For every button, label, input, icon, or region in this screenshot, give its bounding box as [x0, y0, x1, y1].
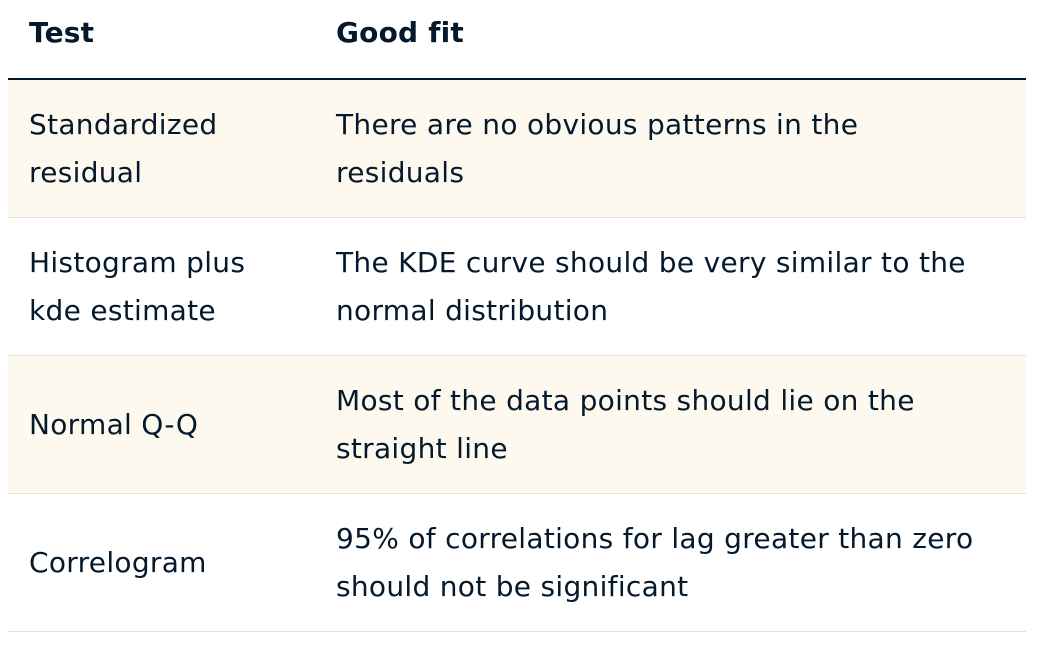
- good-fit-cell: Most of the data points should lie on th…: [336, 356, 1020, 493]
- test-line: Standardized: [29, 107, 218, 141]
- table-row: Histogram plus kde estimate The KDE curv…: [8, 218, 1026, 356]
- test-cell: Normal Q-Q: [29, 356, 319, 493]
- test-line: Correlogram: [29, 545, 207, 579]
- table-row: Standardized residual There are no obvio…: [8, 80, 1026, 218]
- test-cell: Correlogram: [29, 494, 319, 631]
- test-cell: Standardized residual: [29, 80, 319, 217]
- test-cell: Histogram plus kde estimate: [29, 218, 319, 355]
- good-fit-cell: There are no obvious patterns in the res…: [336, 80, 1020, 217]
- table-header: Test Good fit: [8, 0, 1026, 80]
- good-fit-cell: The KDE curve should be very similar to …: [336, 218, 1020, 355]
- good-fit-line: residuals: [336, 155, 465, 189]
- good-fit-line: Most of the data points should lie on th…: [336, 383, 915, 417]
- residual-tests-table: Test Good fit Standardized residual Ther…: [8, 0, 1026, 632]
- test-line: residual: [29, 155, 143, 189]
- table-row: Normal Q-Q Most of the data points shoul…: [8, 356, 1026, 494]
- test-line: Normal Q-Q: [29, 407, 199, 441]
- good-fit-line: There are no obvious patterns in the: [336, 107, 859, 141]
- good-fit-line: straight line: [336, 431, 508, 465]
- good-fit-line: normal distribution: [336, 293, 609, 327]
- test-line: Histogram plus: [29, 245, 246, 279]
- header-test: Test: [29, 16, 95, 49]
- header-good-fit: Good fit: [336, 16, 465, 49]
- good-fit-line: The KDE curve should be very similar to …: [336, 245, 966, 279]
- table-row: Correlogram 95% of correlations for lag …: [8, 494, 1026, 632]
- good-fit-cell: 95% of correlations for lag greater than…: [336, 494, 1020, 631]
- good-fit-line: 95% of correlations for lag greater than…: [336, 521, 974, 555]
- good-fit-line: should not be significant: [336, 569, 689, 603]
- test-line: kde estimate: [29, 293, 216, 327]
